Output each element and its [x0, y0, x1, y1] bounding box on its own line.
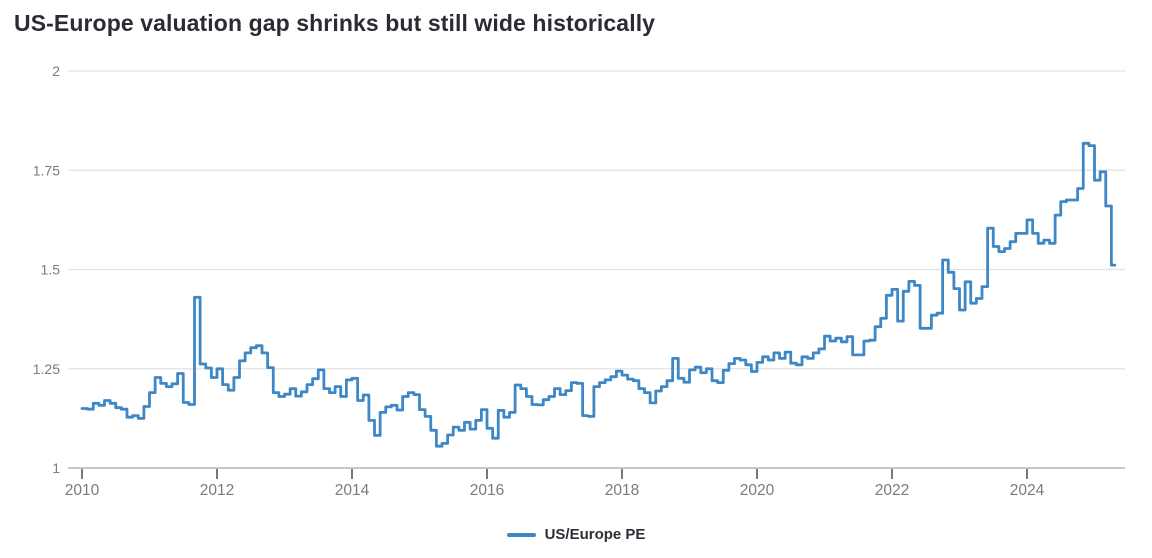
y-axis-tick-label: 1.75: [33, 162, 60, 178]
legend-line-swatch: [506, 532, 536, 537]
series-line-us-europe-pe: [80, 141, 1117, 448]
x-axis-tick-label: 2010: [65, 482, 100, 499]
legend: US/Europe PE: [0, 526, 1152, 543]
x-axis-tick-label: 2018: [605, 482, 639, 499]
x-axis-tick-label: 2024: [1010, 482, 1045, 499]
chart-title: US-Europe valuation gap shrinks but stil…: [14, 10, 656, 36]
x-axis-tick-label: 2012: [200, 482, 234, 499]
x-axis-tick-label: 2022: [875, 482, 909, 499]
y-axis-tick-label: 1.25: [33, 361, 60, 377]
legend-item-label: US/Europe PE: [544, 526, 646, 543]
x-axis-tick-label: 2016: [470, 482, 504, 499]
x-axis-tick-label: 2014: [335, 482, 370, 499]
y-axis-tick-label: 2: [52, 63, 60, 79]
legend-item-us-europe-pe[interactable]: US/Europe PE: [506, 526, 646, 543]
y-axis-tick-label: 1: [52, 460, 60, 476]
x-axis-tick-label: 2020: [740, 482, 775, 499]
y-axis-tick-label: 1.5: [41, 262, 61, 278]
